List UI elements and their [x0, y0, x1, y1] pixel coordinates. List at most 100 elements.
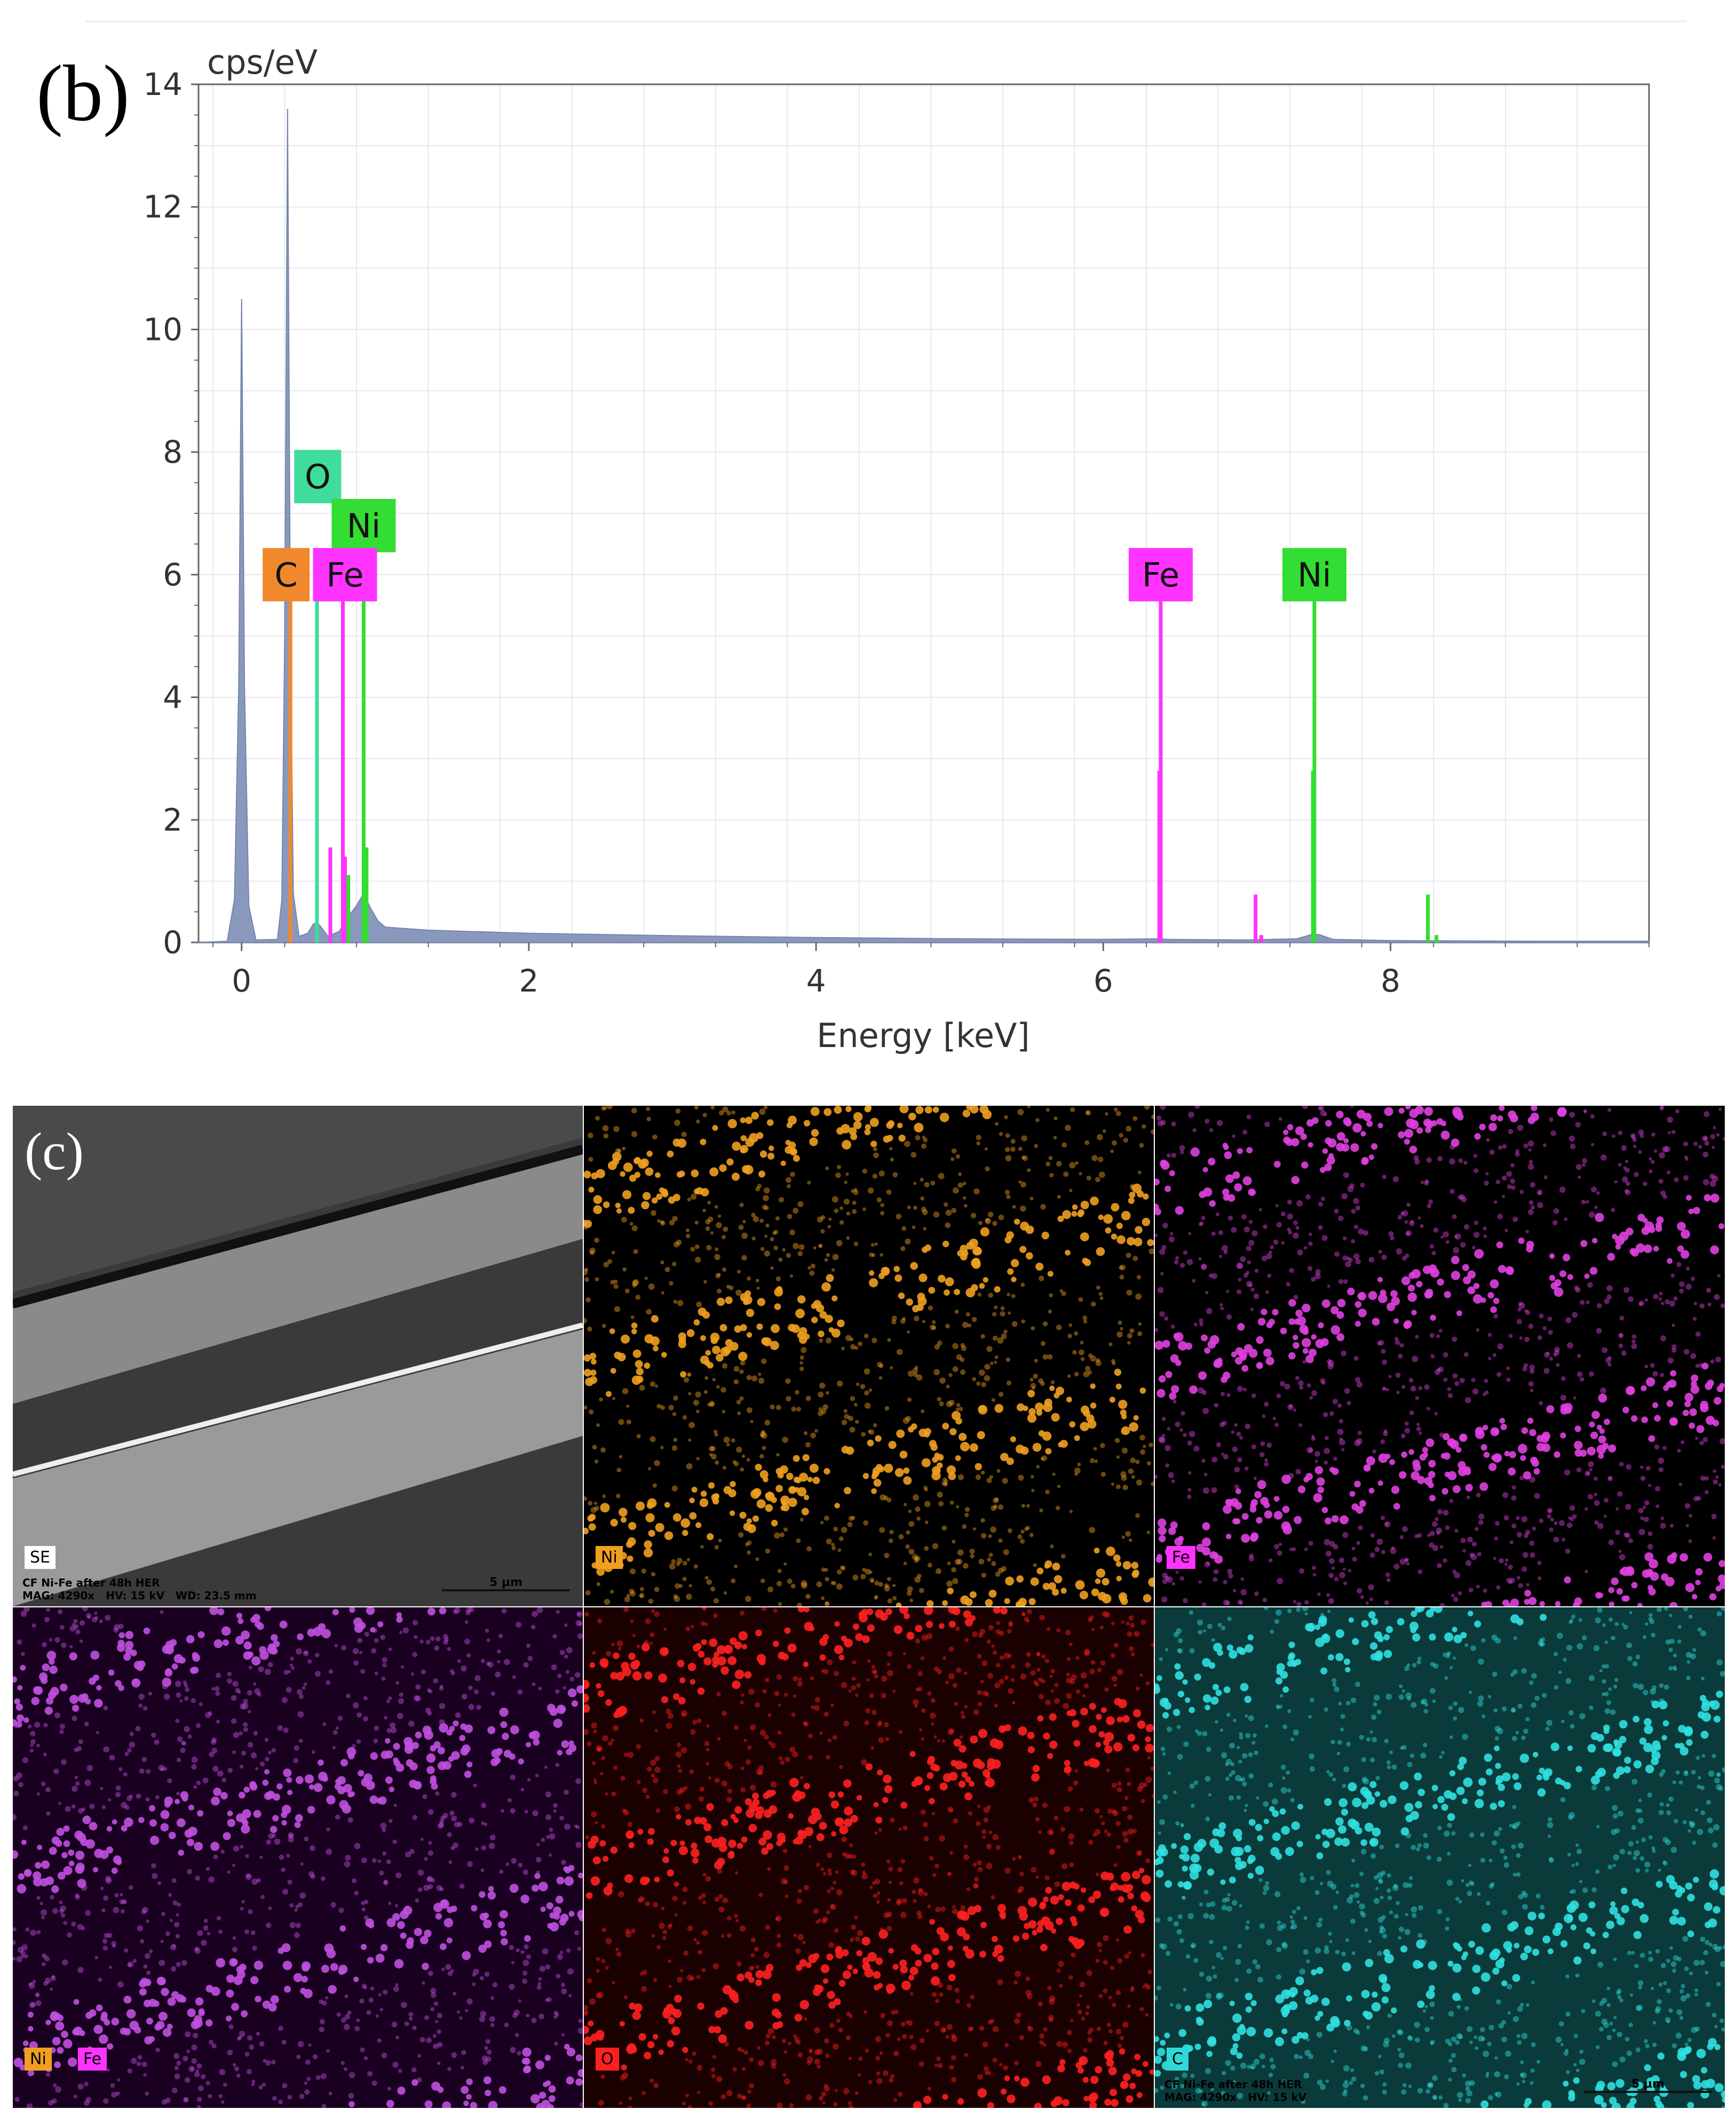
map-dot — [127, 2068, 133, 2074]
map-dot — [93, 2025, 103, 2034]
map-dot — [1101, 1577, 1109, 1585]
map-dot — [937, 1397, 942, 1402]
map-dot — [287, 2095, 292, 2100]
map-dot — [1686, 1195, 1692, 1201]
map-dot — [1526, 1583, 1529, 1587]
map-dot — [719, 1324, 727, 1332]
map-dot — [1312, 1565, 1316, 1570]
map-dot — [352, 1702, 359, 1709]
map-dot — [1625, 1190, 1631, 1195]
map-dot — [256, 2032, 260, 2036]
map-dot — [29, 2002, 35, 2008]
map-dot — [115, 1785, 121, 1791]
map-dot — [426, 1876, 433, 1883]
map-dot — [146, 1769, 151, 1774]
map-dot — [871, 1488, 877, 1494]
map-dot — [1341, 1448, 1345, 1452]
map-dot — [1224, 1151, 1232, 1159]
map-dot — [465, 1610, 471, 1615]
map-dot — [707, 1201, 711, 1204]
map-dot — [839, 1206, 844, 1210]
map-dot — [1116, 1716, 1123, 1723]
map-dot — [522, 1978, 528, 1984]
map-dot — [75, 1850, 85, 1860]
map-dot — [63, 2039, 73, 2049]
map-dot — [432, 2043, 439, 2049]
map-dot — [63, 1825, 70, 1832]
map-dot — [1049, 1830, 1054, 1835]
map-dot — [851, 1189, 854, 1193]
map-dot — [546, 1902, 553, 1909]
map-dot — [1327, 1363, 1334, 1370]
map-dot — [21, 1840, 27, 1845]
map-dot — [41, 1909, 47, 1916]
map-dot — [687, 1198, 692, 1202]
map-dot — [1211, 1273, 1218, 1279]
map-dot — [1170, 1521, 1178, 1529]
map-dot — [63, 1866, 73, 1875]
map-dot — [1632, 1137, 1637, 1143]
map-dot — [1600, 1154, 1607, 1161]
map-dot — [1516, 1319, 1523, 1325]
map-dot — [678, 1696, 686, 1705]
map-dot — [94, 1956, 98, 1960]
map-dot — [341, 2017, 347, 2023]
map-dot — [1253, 1293, 1259, 1299]
map-dot — [352, 1878, 357, 1883]
map-dot — [113, 1627, 119, 1633]
map-dot — [1437, 1156, 1443, 1162]
map-dot — [1460, 1537, 1466, 1543]
map-dot — [1306, 1383, 1311, 1388]
map-dot — [415, 1731, 422, 1739]
map-dot — [741, 1454, 746, 1458]
map-dot — [1671, 1347, 1677, 1353]
map-dot — [1424, 1477, 1433, 1486]
map-dot — [1436, 1334, 1440, 1338]
map-dot — [41, 1953, 47, 1959]
map-dot — [1467, 1536, 1473, 1543]
map-dot — [576, 1612, 581, 1616]
map-dot — [126, 2009, 136, 2019]
map-dot — [344, 1861, 351, 1868]
map-dot — [385, 1776, 393, 1784]
map-dot — [1381, 1255, 1387, 1260]
map-dot — [386, 2099, 394, 2108]
map-dot — [774, 1287, 783, 1297]
map-dot — [1312, 1573, 1317, 1577]
map-dot — [820, 1229, 825, 1234]
map-dot — [1619, 1462, 1624, 1467]
map-dot — [1075, 1580, 1085, 1590]
map-dot — [1648, 1559, 1659, 1569]
map-dot — [675, 1583, 680, 1589]
map-dot — [466, 1998, 473, 2005]
map-dot — [293, 1758, 299, 1764]
map-dot — [1341, 1193, 1348, 1200]
map-dot — [1577, 1354, 1581, 1358]
map-dot — [1690, 1385, 1700, 1394]
map-dot — [1311, 1276, 1316, 1282]
map-dot — [269, 1826, 278, 1834]
map-dot — [233, 1732, 240, 1739]
map-dot — [1189, 1385, 1198, 1394]
map-dot — [832, 1254, 839, 1260]
map-dot — [1528, 1381, 1534, 1387]
map-dot — [905, 1544, 910, 1549]
map-dot — [1557, 1107, 1567, 1117]
map-dot — [1454, 1381, 1460, 1386]
map-dot — [835, 1172, 841, 1178]
map-dot — [1337, 1298, 1346, 1307]
map-dot — [661, 1352, 667, 1358]
map-dot — [1511, 1185, 1516, 1190]
map-dot — [1125, 1531, 1131, 1537]
map-dot — [430, 1987, 437, 1994]
map-dot — [340, 2061, 345, 2065]
map-dot — [532, 1884, 539, 1892]
map-dot — [892, 1172, 898, 1178]
map-dot — [1588, 1461, 1594, 1468]
map-dot — [1327, 1285, 1330, 1288]
map-dot — [1120, 1327, 1123, 1330]
map-dot — [664, 1531, 673, 1540]
map-dot — [341, 1645, 346, 1651]
map-dot — [457, 1659, 461, 1663]
map-dot — [55, 2086, 62, 2093]
